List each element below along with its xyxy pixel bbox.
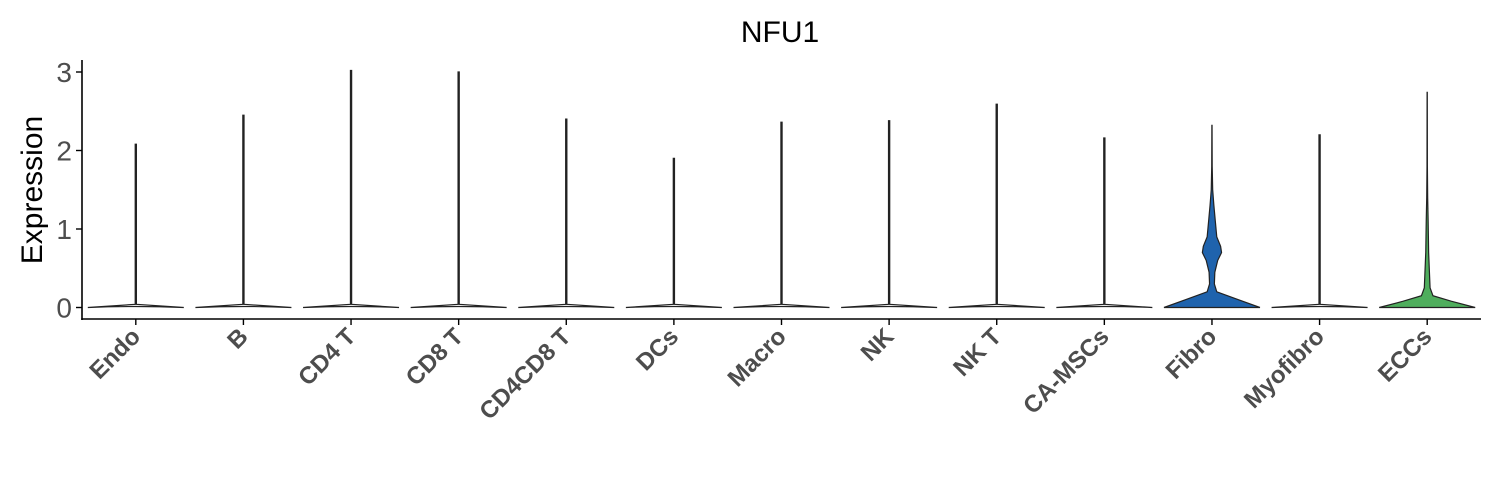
x-tick-label: ECCs [1373, 323, 1437, 387]
violin-eccs [1379, 91, 1476, 309]
x-tick-label: B [222, 323, 253, 354]
y-tick-label: 0 [56, 293, 72, 324]
violin-fibro [1163, 124, 1261, 309]
violin-b [195, 114, 292, 309]
violin-nk-t [948, 103, 1045, 309]
x-tick-label: Endo [85, 323, 147, 385]
y-axis-label: Expression [16, 116, 49, 264]
violin-macro [733, 121, 830, 309]
violin-endo [87, 143, 184, 309]
violin-layer [87, 69, 1476, 309]
x-ticks: Endo B CD4 T CD8 T CD4CD8 T DCs Macro NK NK T CA-… [85, 319, 1437, 425]
violin-cd4cd8-t [518, 118, 615, 309]
x-tick-label: NK T [948, 323, 1007, 382]
chart-title: NFU1 [741, 16, 819, 49]
x-tick-label: CD4CD8 T [474, 323, 576, 425]
violin-nk [841, 120, 938, 309]
violin-cd4-t [302, 69, 400, 309]
x-tick-label: DCs [631, 323, 684, 376]
x-tick-label: CA-MSCs [1018, 323, 1114, 419]
violin-dcs [625, 157, 722, 309]
violin-ca-mscs [1056, 137, 1153, 309]
x-tick-label: NK [856, 323, 900, 367]
x-tick-label: CD4 T [293, 323, 361, 391]
violin-myofibro [1271, 134, 1368, 309]
y-tick-label: 3 [56, 57, 72, 88]
violin-cd8-t [410, 71, 507, 309]
y-ticks: 0 1 2 3 [56, 57, 82, 324]
x-tick-label: Fibro [1161, 323, 1223, 385]
x-tick-label: Macro [723, 323, 792, 392]
y-tick-label: 2 [56, 136, 72, 167]
y-tick-label: 1 [56, 214, 72, 245]
x-tick-label: Myofibro [1239, 323, 1330, 414]
x-tick-label: CD8 T [401, 323, 469, 391]
